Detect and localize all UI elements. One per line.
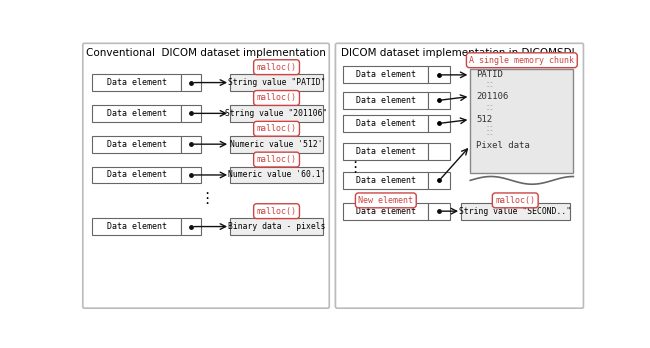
Text: String value "201106": String value "201106": [226, 109, 328, 118]
Text: malloc(): malloc(): [257, 155, 296, 164]
Bar: [230, 218, 323, 235]
Bar: [230, 136, 323, 153]
Text: A single memory chunk: A single memory chunk: [469, 56, 575, 65]
Text: 512: 512: [476, 115, 493, 124]
Bar: [428, 172, 450, 189]
Bar: [92, 136, 181, 153]
Bar: [343, 172, 428, 189]
Text: Data element: Data element: [356, 207, 416, 216]
Bar: [343, 143, 428, 160]
Bar: [181, 218, 202, 235]
Bar: [92, 218, 181, 235]
Text: Data element: Data element: [107, 222, 166, 231]
Text: --: --: [486, 80, 494, 86]
Text: PATID: PATID: [476, 70, 503, 79]
Bar: [181, 74, 202, 91]
Text: Binary data - pixels: Binary data - pixels: [227, 222, 325, 231]
Text: malloc(): malloc(): [257, 124, 296, 133]
Text: New element: New element: [358, 196, 413, 205]
Text: Data element: Data element: [107, 171, 166, 180]
Bar: [471, 69, 573, 173]
Bar: [230, 105, 323, 122]
Bar: [181, 166, 202, 183]
Bar: [428, 115, 450, 132]
Text: Data element: Data element: [356, 96, 416, 105]
Text: ⋮: ⋮: [199, 191, 215, 206]
Text: Conventional  DICOM dataset implementation: Conventional DICOM dataset implementatio…: [86, 48, 326, 57]
FancyBboxPatch shape: [335, 43, 584, 308]
Bar: [92, 166, 181, 183]
Bar: [181, 105, 202, 122]
Text: Pixel data: Pixel data: [476, 141, 530, 150]
Bar: [92, 105, 181, 122]
Bar: [428, 143, 450, 160]
Bar: [230, 74, 323, 91]
Bar: [230, 166, 323, 183]
Text: Data element: Data element: [107, 78, 166, 87]
Text: DICOM dataset implementation in DICOMSDL: DICOM dataset implementation in DICOMSDL: [341, 48, 578, 57]
Text: --: --: [486, 64, 494, 70]
Text: --: --: [486, 131, 494, 137]
Text: --: --: [486, 127, 494, 133]
Bar: [343, 92, 428, 109]
Bar: [343, 66, 428, 83]
Text: ⋮: ⋮: [347, 160, 363, 175]
Text: Data element: Data element: [356, 147, 416, 156]
Text: 201106: 201106: [476, 92, 509, 101]
Text: Data element: Data element: [356, 176, 416, 185]
Text: Numeric value '512': Numeric value '512': [230, 140, 323, 149]
Text: malloc(): malloc(): [495, 196, 535, 205]
Text: Numeric value '60.1': Numeric value '60.1': [227, 171, 325, 180]
Text: Data element: Data element: [107, 109, 166, 118]
Text: --: --: [486, 66, 494, 72]
Text: malloc(): malloc(): [257, 207, 296, 216]
Bar: [92, 74, 181, 91]
Bar: [343, 115, 428, 132]
Text: --: --: [486, 124, 494, 129]
Bar: [461, 203, 569, 220]
Text: Data element: Data element: [356, 70, 416, 79]
Text: malloc(): malloc(): [257, 63, 296, 72]
Text: Data element: Data element: [107, 140, 166, 149]
Bar: [428, 66, 450, 83]
Bar: [343, 203, 428, 220]
Bar: [181, 136, 202, 153]
Text: --: --: [486, 103, 494, 109]
Text: malloc(): malloc(): [257, 94, 296, 102]
FancyBboxPatch shape: [83, 43, 330, 308]
Text: --: --: [486, 84, 494, 89]
Text: String value "SECOND..": String value "SECOND..": [459, 207, 571, 216]
Text: --: --: [486, 106, 494, 112]
Text: String value "PATID": String value "PATID": [227, 78, 325, 87]
Bar: [428, 203, 450, 220]
Text: Data element: Data element: [356, 119, 416, 128]
Bar: [428, 92, 450, 109]
